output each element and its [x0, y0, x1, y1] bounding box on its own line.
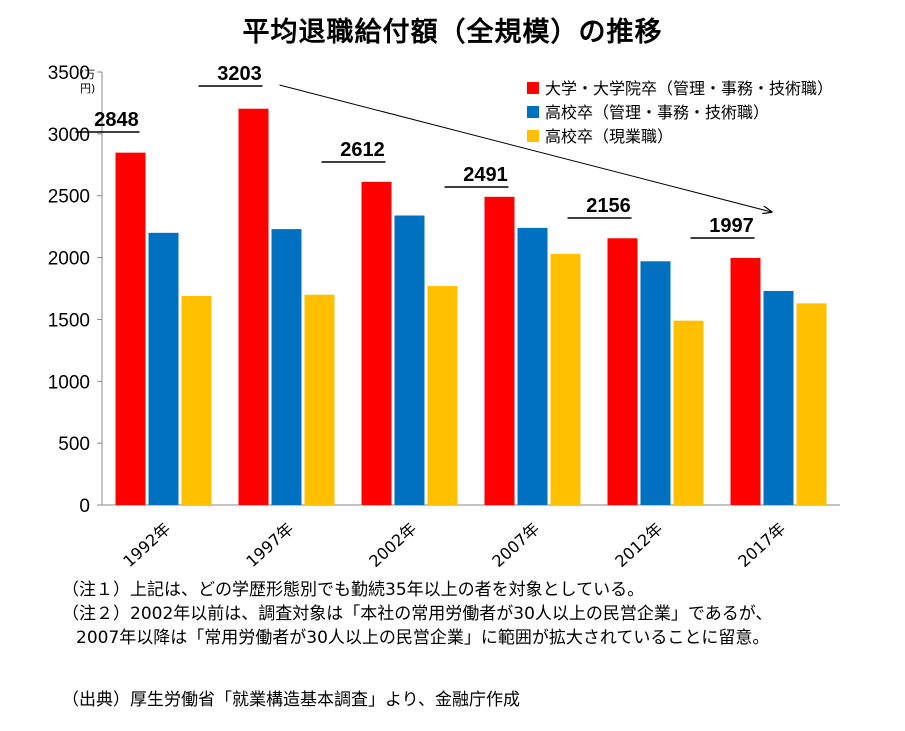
bar-2-2002年	[394, 215, 425, 505]
note-2-line-1: （注２）2002年以前は、調査対象は「本社の常用労働者が30人以上の民営企業」で…	[62, 604, 773, 624]
bar-3-2002年	[427, 286, 458, 505]
bar-3-1997年	[304, 294, 335, 505]
bar-1-1997年	[238, 108, 269, 506]
bar-1-2017年	[730, 257, 761, 505]
y-unit-label: 円)	[80, 82, 95, 95]
x-tick-label: 2002年	[365, 519, 420, 571]
x-tick-label: 1997年	[242, 519, 297, 571]
data-label: 2156	[586, 195, 631, 217]
bar-2-1992年	[148, 232, 179, 506]
bar-1-2012年	[607, 238, 638, 505]
bar-1-1992年	[115, 152, 146, 505]
bar-1-2002年	[361, 181, 392, 506]
legend-label: 高校卒（管理・事務・技術職）	[545, 103, 769, 122]
data-label: 2491	[463, 164, 508, 186]
bar-3-2017年	[796, 303, 827, 505]
data-label: 3203	[217, 63, 262, 85]
legend-label: 高校卒（現業職）	[545, 127, 673, 146]
y-tick-label: 1000	[48, 372, 90, 393]
source-text: （出典）厚生労働省「就業構造基本調査」より、金融庁作成	[62, 690, 520, 710]
bar-2-2007年	[517, 227, 548, 505]
legend-label: 大学・大学院卒（管理・事務・技術職）	[545, 79, 833, 98]
note-1: （注１）上記は、どの学歴形態別でも勤続35年以上の者を対象としている。	[62, 580, 645, 600]
bar-3-2007年	[550, 253, 581, 505]
bar-2-2012年	[640, 261, 671, 505]
y-tick-label: 2000	[48, 249, 90, 270]
data-label: 2848	[94, 109, 139, 131]
x-tick-label: 2012年	[611, 519, 666, 571]
y-tick-label: 2500	[48, 187, 90, 208]
bar-chart: 0 500 1000 1500 2000 2500 3000 3500(万円) 1992年 199…	[48, 63, 840, 571]
data-label: 1997	[709, 215, 754, 237]
note-2-line-2: 2007年以降は「常用労働者が30人以上の民営企業」に範囲が拡大されていることに…	[76, 628, 770, 648]
legend-swatch	[527, 82, 539, 94]
legend-swatch	[527, 130, 539, 142]
chart-title: 平均退職給付額（全規模）の推移	[242, 17, 663, 48]
bar-1-2007年	[484, 196, 515, 506]
bar-2-1997年	[271, 229, 302, 506]
data-label: 2612	[340, 139, 385, 161]
y-tick-label: 3000	[48, 125, 90, 146]
legend-swatch	[527, 106, 539, 118]
bar-3-2012年	[673, 320, 704, 505]
y-unit-label: (万	[80, 68, 95, 81]
bar-3-1992年	[181, 295, 212, 505]
notes: （注１）上記は、どの学歴形態別でも勤続35年以上の者を対象としている。 （注２）…	[62, 578, 772, 650]
y-tick-label: 0	[79, 496, 90, 517]
y-tick-label: 500	[58, 434, 90, 455]
source-note: （出典）厚生労働省「就業構造基本調査」より、金融庁作成	[62, 688, 520, 712]
y-tick-label: 1500	[48, 310, 90, 331]
bar-2-2017年	[763, 290, 794, 505]
x-tick-label: 1992年	[119, 519, 174, 571]
x-tick-label: 2007年	[488, 519, 543, 571]
trend-arrow	[279, 84, 772, 212]
x-tick-label: 2017年	[734, 519, 789, 571]
y-tick-label: 3500	[48, 63, 90, 84]
